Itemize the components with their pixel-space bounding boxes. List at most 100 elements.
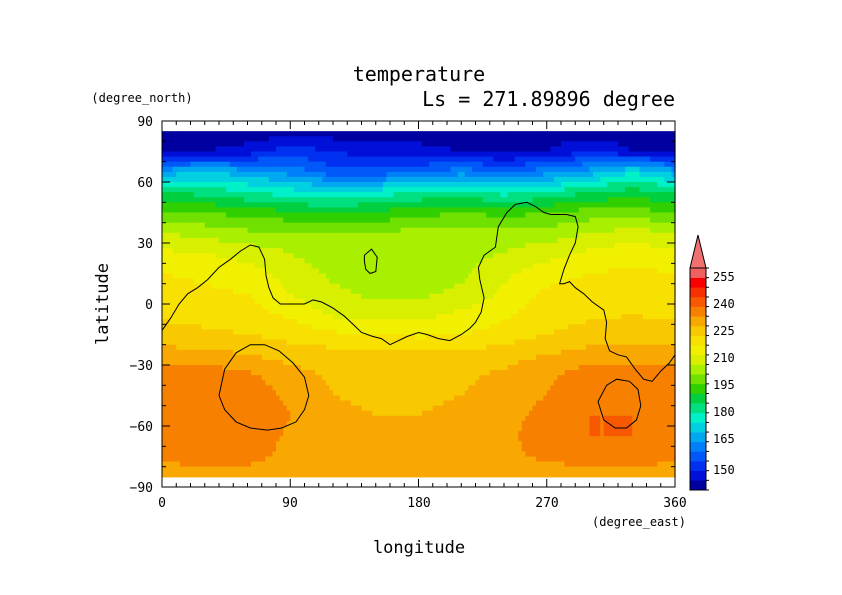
field-cell bbox=[390, 227, 395, 234]
field-cell bbox=[343, 304, 348, 310]
field-cell bbox=[190, 207, 195, 214]
field-cell bbox=[222, 166, 227, 173]
field-cell bbox=[197, 237, 202, 244]
field-cell bbox=[293, 187, 298, 193]
field-cell bbox=[632, 151, 637, 158]
field-cell bbox=[293, 212, 298, 219]
field-cell bbox=[186, 192, 192, 198]
field-cell bbox=[229, 288, 234, 295]
field-cell bbox=[404, 176, 409, 183]
field-cell bbox=[382, 237, 388, 244]
field-cell bbox=[664, 283, 669, 290]
field-cell bbox=[400, 283, 405, 290]
field-cell bbox=[422, 288, 427, 295]
field-cell bbox=[169, 182, 174, 188]
field-cell bbox=[204, 166, 209, 173]
field-cell bbox=[532, 182, 537, 188]
field-cell bbox=[568, 232, 573, 239]
field-cell bbox=[639, 243, 644, 249]
field-cell bbox=[290, 151, 295, 158]
field-cell bbox=[290, 141, 295, 148]
field-cell bbox=[422, 151, 427, 158]
field-cell bbox=[425, 263, 430, 270]
field-cell bbox=[233, 202, 238, 209]
field-cell bbox=[482, 253, 487, 259]
field-cell bbox=[350, 263, 355, 270]
field-cell bbox=[393, 202, 398, 209]
field-cell bbox=[172, 156, 177, 163]
field-cell bbox=[457, 212, 462, 219]
field-cell bbox=[575, 263, 580, 270]
field-cell bbox=[414, 227, 420, 234]
field-cell bbox=[436, 253, 441, 259]
field-cell bbox=[500, 268, 505, 275]
field-cell bbox=[536, 141, 541, 148]
field-cell bbox=[582, 258, 587, 264]
field-cell bbox=[386, 131, 391, 137]
field-cell bbox=[557, 131, 562, 137]
field-cell bbox=[571, 217, 576, 224]
field-cell bbox=[261, 298, 266, 305]
field-cell bbox=[375, 237, 380, 244]
field-cell bbox=[268, 171, 274, 178]
field-cell bbox=[582, 207, 587, 214]
field-cell bbox=[525, 131, 530, 137]
field-cell bbox=[222, 237, 227, 244]
field-cell bbox=[564, 248, 569, 254]
field-cell bbox=[318, 207, 323, 214]
field-cell bbox=[553, 192, 559, 198]
field-cell bbox=[568, 298, 573, 305]
field-cell bbox=[653, 136, 658, 142]
field-cell bbox=[265, 192, 270, 198]
field-cell bbox=[379, 273, 384, 280]
field-cell bbox=[318, 197, 323, 203]
field-cell bbox=[372, 166, 377, 173]
field-cell bbox=[219, 141, 224, 148]
field-cell bbox=[600, 151, 605, 158]
field-cell bbox=[386, 197, 391, 203]
field-cell bbox=[243, 237, 249, 244]
field-cell bbox=[600, 156, 605, 163]
field-cell bbox=[564, 166, 569, 173]
field-cell bbox=[650, 278, 655, 285]
field-cell bbox=[165, 176, 170, 183]
field-cell bbox=[229, 217, 234, 224]
field-cell bbox=[436, 304, 441, 310]
field-cell bbox=[507, 176, 512, 183]
field-cell bbox=[201, 212, 206, 219]
field-cell bbox=[489, 131, 494, 137]
field-cell bbox=[493, 298, 498, 305]
field-cell bbox=[614, 298, 619, 305]
field-cell bbox=[532, 243, 537, 249]
field-cell bbox=[354, 227, 359, 234]
field-cell bbox=[429, 187, 434, 193]
field-cell bbox=[276, 278, 281, 285]
field-cell bbox=[454, 207, 459, 214]
field-cell bbox=[286, 161, 291, 168]
field-cell bbox=[290, 166, 295, 173]
field-cell bbox=[372, 293, 377, 300]
field-cell bbox=[343, 263, 348, 270]
field-cell bbox=[464, 288, 469, 295]
field-cell bbox=[372, 278, 377, 285]
field-cell bbox=[603, 131, 608, 137]
field-cell bbox=[667, 171, 673, 178]
field-cell bbox=[308, 136, 313, 142]
field-cell bbox=[486, 253, 491, 259]
field-cell bbox=[361, 182, 366, 188]
field-cell bbox=[222, 146, 227, 153]
field-cell bbox=[610, 207, 616, 214]
field-cell bbox=[247, 293, 252, 300]
field-cell bbox=[290, 182, 295, 188]
field-cell bbox=[539, 182, 544, 188]
field-cell bbox=[247, 263, 252, 270]
field-cell bbox=[247, 202, 252, 209]
field-cell bbox=[254, 263, 259, 270]
field-cell bbox=[411, 161, 416, 168]
field-cell bbox=[514, 182, 519, 188]
field-cell bbox=[618, 237, 623, 244]
field-cell bbox=[632, 243, 637, 249]
field-cell bbox=[272, 136, 277, 142]
field-cell bbox=[568, 227, 573, 234]
field-cell bbox=[628, 278, 633, 285]
